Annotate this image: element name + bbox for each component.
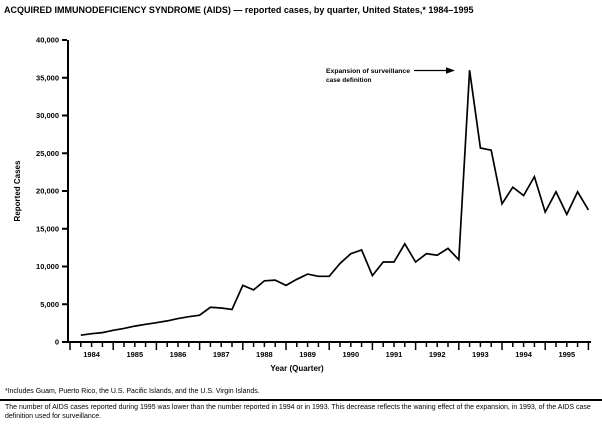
year-label: 1987 <box>213 350 230 359</box>
y-axis-title: Reported Cases <box>13 160 22 221</box>
year-label: 1990 <box>342 350 359 359</box>
year-label: 1989 <box>299 350 316 359</box>
footnote-update: The number of AIDS cases reported during… <box>5 404 591 421</box>
annotation-text-line2: case definition <box>326 77 372 84</box>
x-axis-title: Year (Quarter) <box>270 364 324 373</box>
year-label: 1991 <box>386 350 403 359</box>
data-line <box>80 70 590 337</box>
y-tick-label: 5,000 <box>40 300 59 309</box>
year-label: 1995 <box>558 350 575 359</box>
year-label: 1994 <box>515 350 533 359</box>
y-tick-label: 0 <box>55 338 59 347</box>
y-tick-label: 30,000 <box>36 111 59 120</box>
y-tick-label: 25,000 <box>36 149 59 158</box>
year-label: 1986 <box>170 350 187 359</box>
y-tick-label: 15,000 <box>36 224 59 233</box>
annotation-arrow-head <box>446 67 455 74</box>
year-label: 1984 <box>83 350 101 359</box>
y-tick-label: 35,000 <box>36 73 59 82</box>
y-tick-label: 10,000 <box>36 262 59 271</box>
annotation-text-line1: Expansion of surveillance <box>326 68 410 75</box>
y-tick-label: 40,000 <box>36 36 59 45</box>
footnote-asterisk: *Includes Guam, Puerto Rico, the U.S. Pa… <box>5 388 260 395</box>
year-label: 1985 <box>126 350 143 359</box>
year-label: 1992 <box>429 350 446 359</box>
year-label: 1993 <box>472 350 489 359</box>
footnote-divider <box>0 399 602 401</box>
year-label: 1988 <box>256 350 273 359</box>
y-tick-label: 20,000 <box>36 187 59 196</box>
chart-title: ACQUIRED IMMUNODEFICIENCY SYNDROME (AIDS… <box>4 5 474 15</box>
